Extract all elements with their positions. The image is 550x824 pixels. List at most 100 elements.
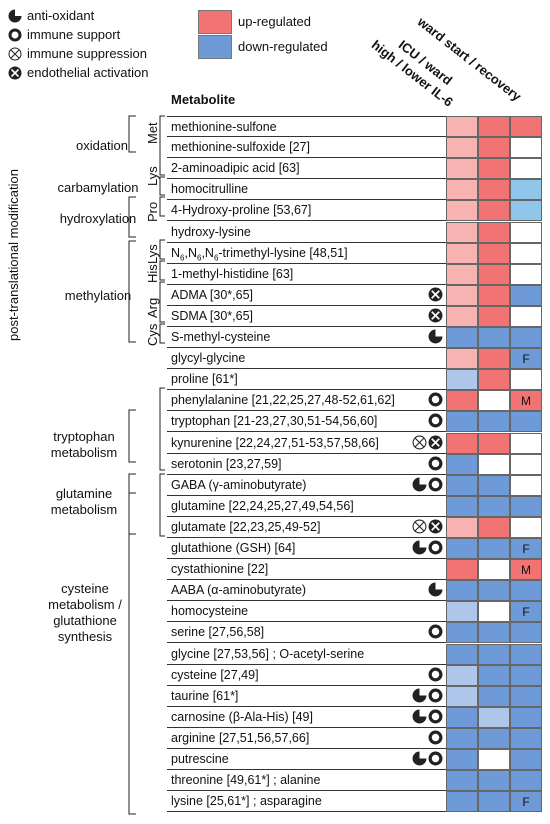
heatmap-cell: F (510, 791, 542, 813)
legend-up-swatch (198, 10, 232, 34)
table-row: carnosine (β-Ala-His) [49] (167, 707, 446, 728)
legend-down-label: down-regulated (238, 39, 328, 54)
endothelial-activation-icon (8, 66, 22, 79)
heatmap-cell (446, 559, 478, 581)
heatmap-cell (446, 516, 478, 538)
heatmap-cell (446, 116, 478, 137)
table-row: SDMA [30*,65] (167, 306, 446, 327)
legend-antioxidant-label: anti-oxidant (27, 8, 95, 23)
heatmap-cell (446, 643, 478, 665)
endothelial-activation-icon (428, 435, 443, 449)
heatmap-cell (446, 580, 478, 602)
bracket-his (159, 260, 165, 281)
legend-immune-support-label: immune support (27, 27, 121, 42)
heatmap-cell (510, 706, 542, 728)
heatmap-cell (478, 727, 510, 749)
anti-oxidant-icon (428, 329, 443, 344)
row-function-icons (428, 413, 443, 430)
heatmap-cell (510, 305, 542, 327)
table-row: phenylalanine [21,22,25,27,48-52,61,62] (167, 390, 446, 412)
heatmap-cell (478, 664, 510, 686)
metabolite-name: AABA (α-aminobutyrate) (171, 583, 307, 598)
heatmap-cell (478, 538, 510, 559)
endothelial-activation-icon (428, 308, 443, 323)
heatmap-cell (446, 411, 478, 433)
row-function-icons (428, 329, 443, 346)
category-carbamylation: carbamylation (57, 180, 139, 195)
heatmap-cell (446, 685, 478, 707)
heatmap-cell (478, 348, 510, 370)
legend-down-swatch (198, 35, 232, 59)
bracket-inner-tryptophan (159, 387, 165, 471)
row-function-icons (412, 477, 443, 494)
metabolite-name: arginine [27,51,56,57,66] (171, 730, 310, 745)
heatmap-cell (478, 200, 510, 222)
row-function-icons (428, 667, 443, 684)
bracket-inner-glutamine (159, 473, 165, 537)
heatmap-cell (510, 432, 542, 454)
metabolite-name: methionine-sulfoxide [27] (171, 140, 310, 155)
heatmap-cell (446, 495, 478, 517)
heatmap-cell (446, 770, 478, 792)
table-row: serotonin [23,27,59] (167, 454, 446, 475)
metabolite-name: 4-Hydroxy-proline [53,67] (171, 203, 312, 218)
metabolite-name: homocitrulline (171, 182, 249, 197)
heatmap-cell (510, 516, 542, 538)
heatmap-cell (478, 390, 510, 412)
immune-suppression-icon (412, 519, 427, 534)
heatmap-cell (510, 622, 542, 644)
metabolite-name: threonine [49,61*] ; alanine (171, 773, 321, 788)
row-function-icons (412, 519, 443, 536)
table-row: proline [61*] (167, 369, 446, 391)
residue-lys-2: Lys (145, 244, 160, 264)
heatmap-cell (446, 664, 478, 686)
heatmap-cell (510, 664, 542, 686)
heatmap-cell (510, 453, 542, 475)
metabolite-name: glycyl-glycine (171, 351, 246, 366)
heatmap-cell (510, 116, 542, 137)
heatmap-cell (478, 453, 510, 475)
table-row: 4-Hydroxy-proline [53,67] (167, 200, 446, 222)
endothelial-activation-icon (428, 519, 443, 534)
metabolite-name: glutamate [22,23,25,49-52] (171, 519, 321, 534)
bracket-pro (159, 196, 165, 217)
heatmap-cell (446, 327, 478, 348)
immune-support-icon (428, 709, 443, 724)
heatmap-cell (446, 432, 478, 454)
anti-oxidant-icon (412, 751, 427, 766)
table-row: cysteine [27,49] (167, 665, 446, 686)
metabolite-name: S-methyl-cysteine (171, 330, 271, 344)
heatmap-cell (446, 242, 478, 264)
heatmap-cell (510, 474, 542, 496)
metabolite-name: glutathione (GSH) [64] (171, 541, 296, 555)
residue-lys: Lys (145, 166, 160, 186)
heatmap-cell (446, 791, 478, 813)
heatmap-cell (446, 369, 478, 391)
heatmap-cell (510, 685, 542, 707)
heatmap-cell (510, 158, 542, 180)
row-function-icons (412, 709, 443, 726)
heatmap-cell (478, 137, 510, 159)
table-row: S-methyl-cysteine (167, 327, 446, 348)
heatmap-cell (478, 580, 510, 602)
metabolite-name: N6,N6,N6-trimethyl-lysine [48,51] (171, 245, 348, 263)
heatmap-cell: F (510, 538, 542, 559)
metabolite-name: hydroxy-lysine (171, 224, 251, 239)
heatmap-cell (478, 474, 510, 496)
table-header: Metabolite (171, 92, 236, 107)
metabolite-name: methionine-sulfone (171, 120, 277, 134)
table-row: serine [27,56,58] (167, 622, 446, 644)
immune-support-icon (428, 477, 443, 492)
heatmap-cell (510, 770, 542, 792)
immune-support-icon (428, 667, 443, 682)
immune-suppression-icon (8, 47, 22, 60)
anti-oxidant-icon (412, 477, 427, 492)
legend-immune-suppression-label: immune suppression (27, 46, 147, 61)
table-row: GABA (γ-aminobutyrate) (167, 475, 446, 496)
table-row: homocysteine (167, 601, 446, 623)
heatmap-cell (510, 242, 542, 264)
heatmap-cell (446, 474, 478, 496)
side-title: post-translational modification (6, 169, 21, 341)
bracket-cys (159, 323, 165, 344)
